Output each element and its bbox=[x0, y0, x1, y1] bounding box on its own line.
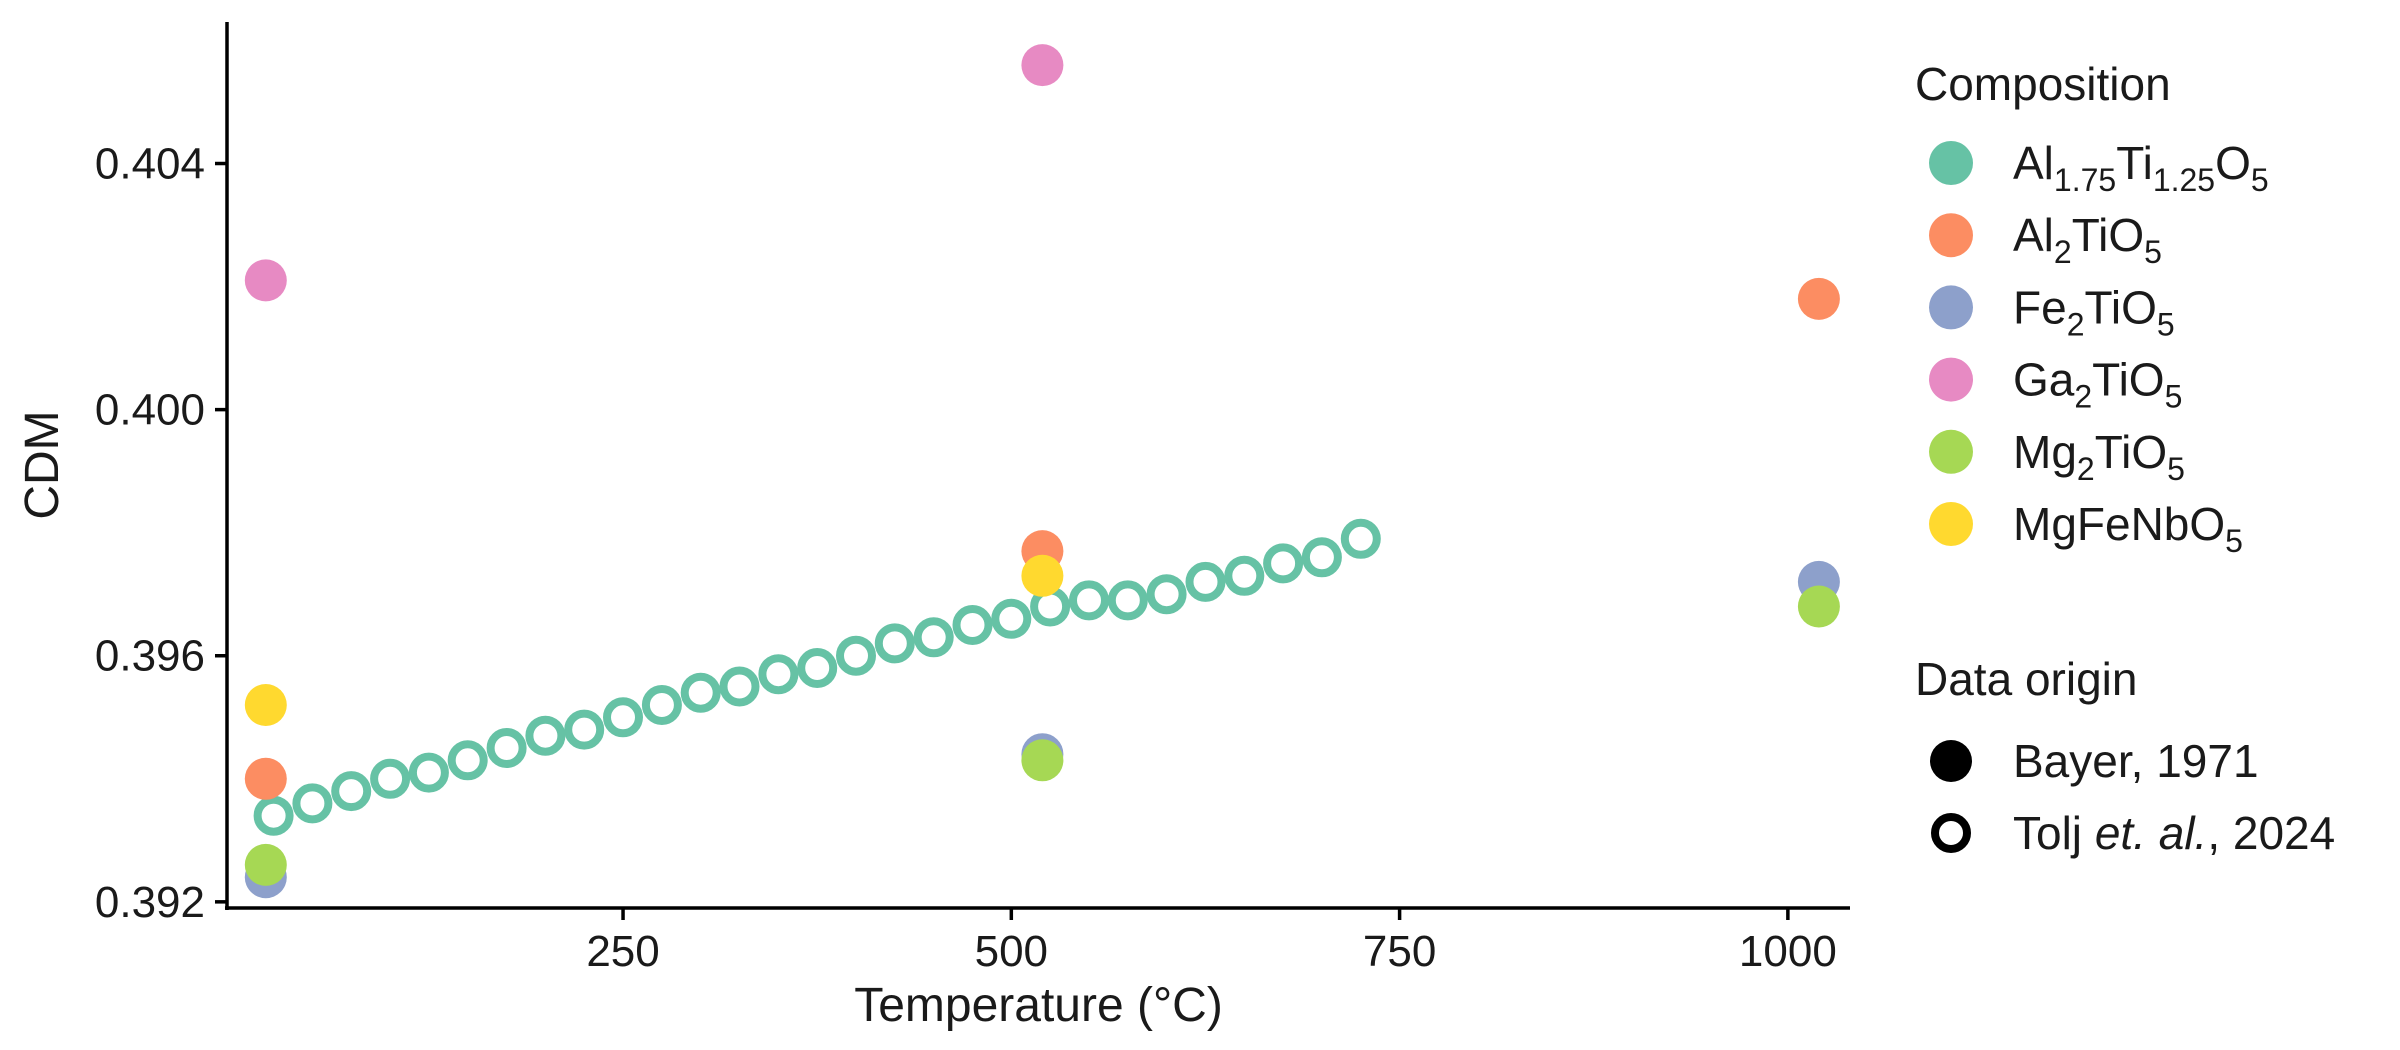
data-point bbox=[1263, 543, 1304, 584]
data-point bbox=[1797, 277, 1840, 320]
legend-label-composition: Al1.75Ti1.25O5 bbox=[2013, 137, 2269, 198]
data-point bbox=[641, 685, 682, 725]
data-point bbox=[1107, 580, 1148, 621]
legend-key-origin-filled bbox=[1930, 740, 1972, 782]
legend-key-composition bbox=[1929, 285, 1973, 330]
data-point bbox=[1340, 518, 1381, 559]
x-tick-label: 500 bbox=[975, 927, 1048, 976]
legend-key-composition bbox=[1929, 502, 1973, 546]
x-tick-label: 750 bbox=[1363, 927, 1436, 976]
y-tick-label: 0.396 bbox=[95, 632, 205, 681]
legend: Composition Al1.75Ti1.25O5 Al2TiO5 Fe2TiO5 G… bbox=[1915, 58, 2335, 859]
data-point bbox=[525, 715, 566, 756]
data-point bbox=[758, 654, 799, 695]
data-point bbox=[292, 783, 333, 824]
axes: 250 500 750 1000 0.392 0.396 0.400 0.404 Tempera… bbox=[16, 22, 1850, 1032]
x-tick-label: 250 bbox=[586, 927, 659, 976]
legend-label-composition: MgFeNbO5 bbox=[2013, 498, 2243, 559]
data-point bbox=[244, 684, 287, 726]
data-point bbox=[719, 666, 760, 707]
data-point bbox=[603, 697, 643, 738]
legend-key-origin-open bbox=[1931, 813, 1971, 853]
data-point bbox=[874, 623, 915, 664]
legend-label-composition: Ga2TiO5 bbox=[2013, 354, 2182, 415]
legend-label-composition: Al2TiO5 bbox=[2013, 209, 2162, 270]
legend-label-origin: Tolj et. al., 2024 bbox=[2013, 807, 2335, 859]
data-point bbox=[253, 795, 294, 836]
data-point bbox=[244, 757, 287, 800]
x-tick-label: 1000 bbox=[1739, 927, 1837, 976]
data-point bbox=[836, 635, 876, 676]
data-point bbox=[1069, 580, 1109, 621]
data-point bbox=[486, 728, 527, 768]
x-axis-title: Temperature (°C) bbox=[854, 979, 1223, 1032]
data-point bbox=[447, 740, 488, 781]
data-point bbox=[680, 672, 721, 713]
y-tick-label: 0.392 bbox=[95, 878, 205, 927]
data-point bbox=[1146, 574, 1187, 615]
data-point bbox=[1021, 44, 1064, 87]
legend-label-composition: Mg2TiO5 bbox=[2013, 426, 2185, 487]
data-point bbox=[1797, 585, 1840, 628]
data-point bbox=[797, 648, 838, 688]
data-point bbox=[564, 709, 605, 750]
y-axis-title: CDM bbox=[16, 410, 69, 519]
data-point bbox=[244, 259, 287, 302]
data-point bbox=[331, 771, 372, 812]
legend-title-composition: Composition bbox=[1915, 58, 2171, 110]
data-point bbox=[991, 598, 1032, 639]
data-point bbox=[1185, 561, 1226, 602]
y-tick-label: 0.404 bbox=[95, 140, 205, 189]
legend-label-origin: Bayer, 1971 bbox=[2013, 735, 2259, 787]
data-point bbox=[244, 843, 287, 886]
data-point bbox=[1021, 739, 1064, 782]
data-point bbox=[952, 605, 993, 645]
legend-key-composition bbox=[1929, 141, 1973, 185]
data-point bbox=[1021, 554, 1064, 597]
legend-key-composition bbox=[1929, 213, 1973, 258]
data-point bbox=[1301, 537, 1342, 578]
legend-label-composition: Fe2TiO5 bbox=[2013, 281, 2175, 342]
data-point bbox=[1224, 555, 1265, 596]
points-layer bbox=[244, 44, 1840, 899]
legend-title-origin: Data origin bbox=[1915, 653, 2137, 705]
legend-key-composition bbox=[1929, 429, 1973, 474]
data-point bbox=[370, 758, 411, 799]
data-point bbox=[913, 617, 954, 658]
data-point bbox=[408, 752, 449, 793]
y-tick-label: 0.400 bbox=[95, 386, 205, 435]
legend-key-composition bbox=[1929, 357, 1973, 402]
